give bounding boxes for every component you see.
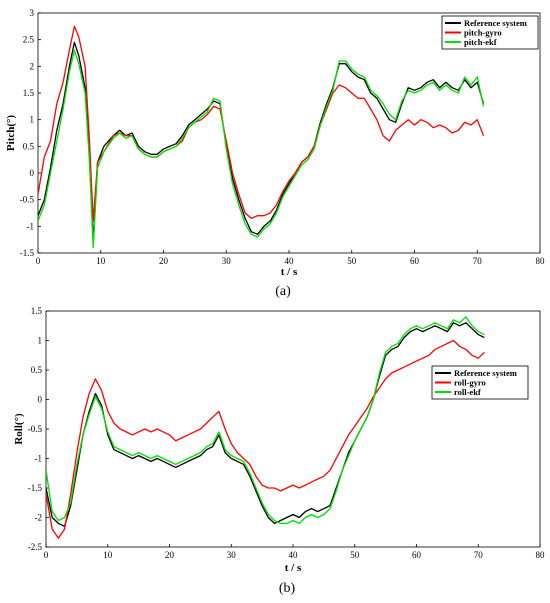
y-tick-label: 0 — [30, 168, 35, 178]
x-tick-label: 0 — [36, 256, 41, 266]
x-tick-label: 50 — [347, 256, 357, 266]
series-line-roll-ekf — [46, 316, 485, 525]
series-line-reference-system — [38, 41, 485, 243]
legend-label-reference-system: Reference system — [464, 18, 527, 28]
series-line-pitch-ekf — [38, 49, 485, 249]
x-tick-label: 30 — [222, 256, 232, 266]
y-tick-label: 1 — [38, 336, 43, 346]
x-tick-label: 50 — [350, 550, 360, 560]
y-tick-label: -2.5 — [28, 542, 43, 552]
legend-label-reference-system: Reference system — [454, 368, 517, 378]
x-tick-label: 10 — [96, 256, 106, 266]
x-tick-label: 60 — [412, 550, 422, 560]
series-line-reference-system — [46, 322, 485, 528]
y-tick-label: -2 — [35, 513, 43, 523]
y-tick-label: 3 — [30, 8, 35, 18]
x-tick-label: 70 — [473, 256, 483, 266]
x-axis-label: t / s — [285, 562, 302, 574]
series-line-roll-gyro — [46, 339, 485, 539]
y-tick-label: 1 — [30, 115, 35, 125]
y-tick-label: 0.5 — [31, 365, 43, 375]
x-tick-label: 30 — [227, 550, 237, 560]
y-tick-label: -1.5 — [20, 248, 35, 258]
x-tick-label: 10 — [103, 550, 113, 560]
x-axis-label: t / s — [281, 266, 298, 278]
y-tick-label: 2 — [30, 61, 35, 71]
figure-caption: (a) — [275, 284, 291, 299]
x-tick-label: 20 — [159, 256, 169, 266]
y-axis-label: Roll(°) — [13, 413, 25, 445]
chart-pitch: 0 10 20 30 40 50 60 70 80 -1.5 -1 -0.5 0 0.5 1 1.5 2 2.5 3… — [5, 8, 545, 299]
y-tick-label: -1 — [35, 454, 43, 464]
series-line-pitch-gyro — [38, 25, 485, 222]
x-tick-label: 40 — [285, 256, 295, 266]
x-tick-label: 20 — [165, 550, 175, 560]
x-tick-label: 0 — [44, 550, 49, 560]
x-tick-label: 40 — [289, 550, 299, 560]
y-tick-label: -0.5 — [20, 195, 35, 205]
figure-caption: (b) — [279, 581, 296, 596]
y-tick-label: 0.5 — [23, 141, 35, 151]
y-tick-label: -0.5 — [28, 424, 43, 434]
y-tick-label: 1.5 — [31, 306, 43, 316]
y-tick-label: 1.5 — [23, 88, 35, 98]
x-tick-label: 80 — [536, 256, 546, 266]
chart-roll: 0 10 20 30 40 50 60 70 80 -2.5 -2 -1.5 -1 -0.5 0 0.5 1 1.… — [13, 306, 545, 596]
y-tick-label: -1.5 — [28, 483, 43, 493]
x-tick-label: 60 — [410, 256, 420, 266]
legend-label-pitch-gyro: pitch-gyro — [464, 28, 502, 38]
y-tick-label: -1 — [27, 221, 35, 231]
y-tick-label: 0 — [38, 395, 43, 405]
y-tick-label: 2.5 — [23, 35, 35, 45]
x-tick-label: 70 — [474, 550, 484, 560]
legend-label-roll-gyro: roll-gyro — [454, 378, 486, 388]
legend-label-pitch-ekf: pitch-ekf — [464, 37, 497, 47]
legend-label-roll-ekf: roll-ekf — [454, 387, 481, 397]
x-tick-label: 80 — [536, 550, 546, 560]
y-axis-label: Pitch(°) — [5, 115, 17, 152]
